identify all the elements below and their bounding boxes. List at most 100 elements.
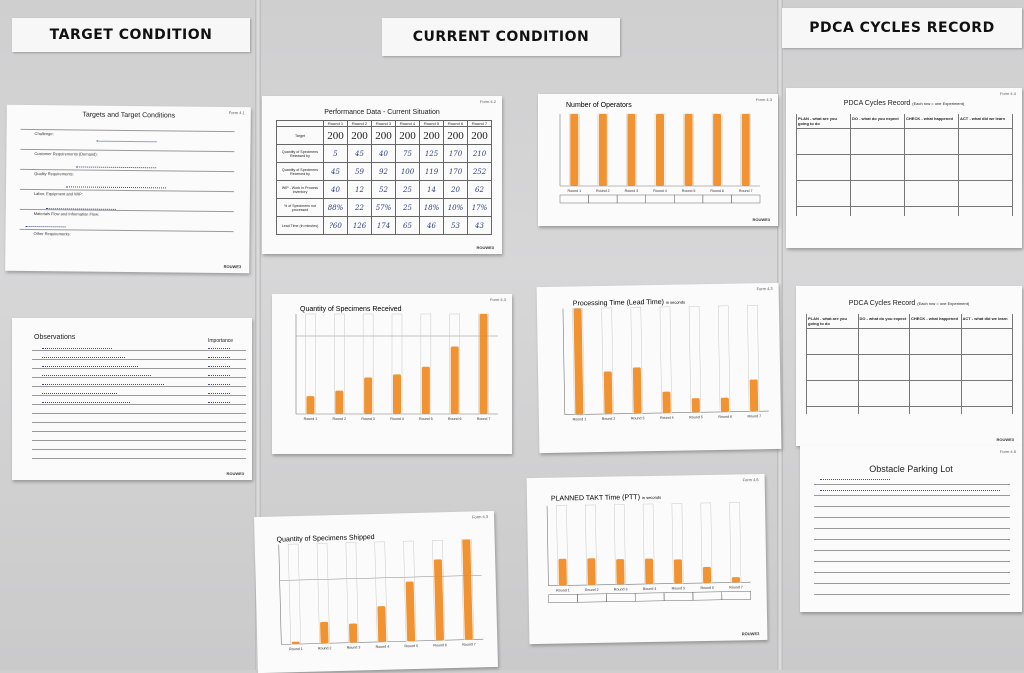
form-number: Form 4.3 [489,297,506,302]
pdca-column-header: DO - what do you expect [852,116,899,121]
bar [749,379,759,412]
data-cell: 62 [467,180,492,199]
footer-tag: ROUWE3 [226,471,244,476]
chart-plot: Round 1 Round 2 Round 3 Round 4 Round 5 Round… [559,113,761,204]
target-condition-header: TARGET CONDITION [12,18,250,52]
footer-tag: ROUWE3 [476,245,494,250]
data-cell: 12 [347,180,372,199]
bar [645,558,654,585]
pdca-row-divider [806,406,1012,407]
y-axis [278,544,282,645]
footer-tag: ROUWE3 [996,437,1014,442]
x-tick-label: Round 1 [304,417,318,421]
pdca-column-header: PLAN - what are you going to do [798,116,837,126]
data-cell: 119 [419,162,444,181]
data-cell: 252 [467,162,492,181]
importance-scribble [208,390,230,394]
target-row-label: Customer Requirements (Demand): [34,151,98,157]
handwriting-scribble [45,205,116,210]
x-tick-label: Round 2 [585,588,599,592]
pdca-column-divider [960,314,962,414]
writing-line [814,528,1010,529]
column-outline [374,541,388,643]
observations-sheet: Observations Importance ROUWE3 [12,318,252,480]
data-cell: 5 [323,144,348,163]
value-box [692,591,723,601]
handwriting-scribble [42,390,117,394]
bar [558,558,567,586]
writing-line [814,539,1010,540]
bar [335,390,344,414]
column-outline [287,543,302,645]
pdca-row-divider [806,354,1012,355]
bar [393,374,401,414]
data-cell: 92 [371,162,396,181]
handwriting-scribble [820,476,890,480]
received-chart: Round 1 Round 2 Round 3 Round 4 Round 5 Round… [295,313,498,421]
bar [627,114,636,186]
x-tick-label: Round 5 [682,189,696,193]
performance-data-sheet: Form 4.2 Performance Data - Current Situ… [262,96,502,254]
data-cell: 126 [347,216,372,235]
bar [479,314,488,414]
current-condition-header: CURRENT CONDITION [382,18,620,56]
column-outline [717,305,731,413]
target-row-label: Challenge: [34,131,54,137]
handwriting-scribble [25,222,66,228]
x-tick-label: Round 5 [404,644,418,648]
handwriting-scribble [42,354,125,358]
x-tick-label: Round 1 [289,647,303,651]
importance-scribble [208,363,230,367]
data-cell: 65 [395,216,420,235]
value-box [663,591,694,601]
x-tick-label: Round 4 [390,417,404,421]
value-box [616,194,646,204]
importance-scribble [208,354,230,358]
data-cell: 40 [323,180,348,199]
pdca-title: PDCA Cycles Record [843,100,911,107]
handwriting-scribble [76,163,157,169]
data-cell: ?60 [323,216,348,235]
writing-line [814,495,1010,496]
shipped-chart: Round 1 Round 2 Round 3 Round 4 Round 5 Round… [278,539,484,651]
bar [632,367,642,414]
bar [291,641,300,645]
importance-scribble [208,372,230,376]
column-outline [460,539,475,640]
x-tick-label: Round 3 [347,645,361,649]
data-cell: 210 [467,144,492,163]
x-tick-label: Round 3 [631,416,645,420]
writing-line [32,431,246,432]
sheet-title: Targets and Target Conditions [82,111,176,120]
value-box [588,194,618,204]
data-cell: 43 [467,216,492,235]
column-outline [729,502,742,583]
data-cell: 200 [467,126,492,145]
board-seam-right [777,0,783,670]
x-tick-label: Round 7 [739,189,753,193]
column-outline [642,503,655,585]
data-cell: 170 [443,162,468,181]
data-cell: 20 [443,180,468,199]
processing-chart-sheet: Form 4.3 Processing Time (Lead Time) in … [536,282,782,454]
x-tick-label: Round 4 [376,645,390,649]
data-cell: 45 [323,162,348,181]
takt-chart: Round 1 Round 2 Round 3 Round 4 Round 5 Round… [546,502,751,603]
pdca-column-divider [958,114,959,216]
column-outline [316,543,330,644]
pdca-subtitle: (Each row = one Experiment) [917,301,970,306]
sheet-title: PDCA Cycles Record (Each row = one Exper… [786,100,1022,107]
pdca-title: PDCA Cycles Record [848,300,916,307]
writing-line [32,404,246,405]
x-tick-label: Round 4 [653,189,667,193]
bar [320,621,329,644]
x-tick-label: Round 1 [567,189,581,193]
bar [616,559,625,585]
data-cell: 170 [443,144,468,163]
pdca-subtitle: (Each row = one Experiment) [912,101,965,106]
data-cell: 100 [395,162,420,181]
row-label: Quantity of Specimens Received by [276,162,324,181]
data-cell: 125 [419,144,444,163]
bar [364,377,373,414]
x-tick-label: Round 7 [462,642,476,646]
